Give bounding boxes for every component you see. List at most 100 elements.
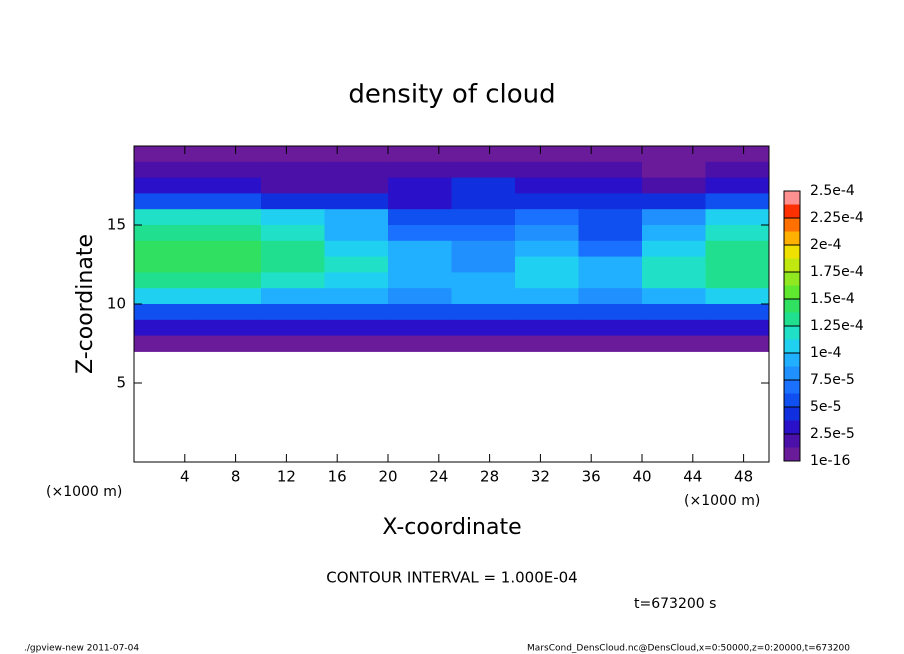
cell <box>515 161 579 179</box>
cell <box>388 272 452 289</box>
cell <box>451 304 516 321</box>
x-tick-label: 32 <box>531 468 550 486</box>
cell <box>705 256 770 273</box>
cell <box>642 288 706 305</box>
cell <box>642 256 706 273</box>
cell <box>197 177 262 194</box>
colorbar-label: 1e-4 <box>810 345 842 361</box>
cell <box>261 146 325 163</box>
cell <box>705 335 770 352</box>
colorbar-swatch <box>784 312 800 326</box>
cell <box>324 256 389 273</box>
x-tick-label: 16 <box>328 468 347 486</box>
colorbar-swatch <box>784 447 800 461</box>
cell <box>134 319 198 337</box>
x-tick-label: 40 <box>632 468 651 486</box>
cell <box>134 304 198 321</box>
x-tick-label: 20 <box>378 468 397 486</box>
cell <box>261 304 325 321</box>
x-tick-label: 24 <box>429 468 448 486</box>
cell <box>705 288 770 305</box>
y-unit: (×1000 m) <box>46 484 122 500</box>
cell <box>705 193 770 210</box>
cell <box>197 146 262 163</box>
colorbar-label: 2.25e-4 <box>810 210 864 226</box>
colorbar-swatch <box>784 285 800 299</box>
cell <box>261 193 325 210</box>
cell <box>451 256 516 273</box>
colorbar-label: 2.5e-5 <box>810 426 855 442</box>
colorbar-swatch <box>784 407 800 421</box>
cell <box>388 193 452 210</box>
cell <box>451 225 516 242</box>
cell <box>324 304 389 321</box>
cell <box>324 319 389 337</box>
colorbar-swatch <box>784 380 800 394</box>
cell <box>324 272 389 289</box>
cell <box>451 335 516 352</box>
cell <box>642 146 706 163</box>
cell <box>134 146 198 163</box>
x-tick-label: 44 <box>683 468 702 486</box>
colorbar-swatch <box>784 434 800 448</box>
cell <box>197 209 262 226</box>
cell <box>705 177 770 194</box>
cell <box>197 161 262 179</box>
colorbar-swatch <box>784 326 800 340</box>
cell <box>388 161 452 179</box>
cell <box>451 161 516 179</box>
cell <box>515 193 579 210</box>
cell <box>578 193 643 210</box>
x-tick-label: 48 <box>734 468 753 486</box>
cell <box>134 209 198 226</box>
colorbar-swatch <box>784 339 800 353</box>
cell <box>578 146 643 163</box>
colorbar-label: 1.75e-4 <box>810 264 864 280</box>
cell <box>705 209 770 226</box>
colorbar-label: 1.5e-4 <box>810 291 855 307</box>
colorbar-swatch <box>784 204 800 218</box>
cell <box>451 146 516 163</box>
x-tick-label: 4 <box>180 468 190 486</box>
cell <box>642 225 706 242</box>
cell <box>324 161 389 179</box>
y-tick-label: 15 <box>107 216 126 234</box>
cell <box>134 161 198 179</box>
cell <box>324 146 389 163</box>
cell <box>451 209 516 226</box>
footer-right: MarsCond_DensCloud.nc@DensCloud,x=0:5000… <box>527 644 850 654</box>
cell <box>197 193 262 210</box>
colorbar-swatch <box>784 191 800 205</box>
cell <box>197 319 262 337</box>
colorbar-swatch <box>784 366 800 380</box>
cell <box>134 335 198 352</box>
cell <box>324 225 389 242</box>
colorbar-label: 1e-16 <box>810 453 850 469</box>
cell <box>578 209 643 226</box>
cell <box>451 288 516 305</box>
x-tick-label: 8 <box>231 468 241 486</box>
cell <box>705 272 770 289</box>
cell <box>388 304 452 321</box>
colorbar-swatch <box>784 231 800 245</box>
cell <box>134 288 198 305</box>
cell <box>642 304 706 321</box>
cell <box>515 272 579 289</box>
annotation: CONTOUR INTERVAL = 1.000E-04 <box>326 569 577 587</box>
cell <box>388 240 452 258</box>
colorbar-swatch <box>784 353 800 367</box>
cell <box>515 335 579 352</box>
cell <box>197 225 262 242</box>
cell <box>324 177 389 194</box>
cell <box>578 335 643 352</box>
y-axis-label: Z-coordinate <box>73 234 98 374</box>
cell <box>642 161 706 179</box>
cell <box>578 240 643 258</box>
cell <box>261 288 325 305</box>
cell <box>388 256 452 273</box>
cell <box>705 161 770 179</box>
cell <box>515 288 579 305</box>
cell <box>515 225 579 242</box>
cell <box>134 177 198 194</box>
